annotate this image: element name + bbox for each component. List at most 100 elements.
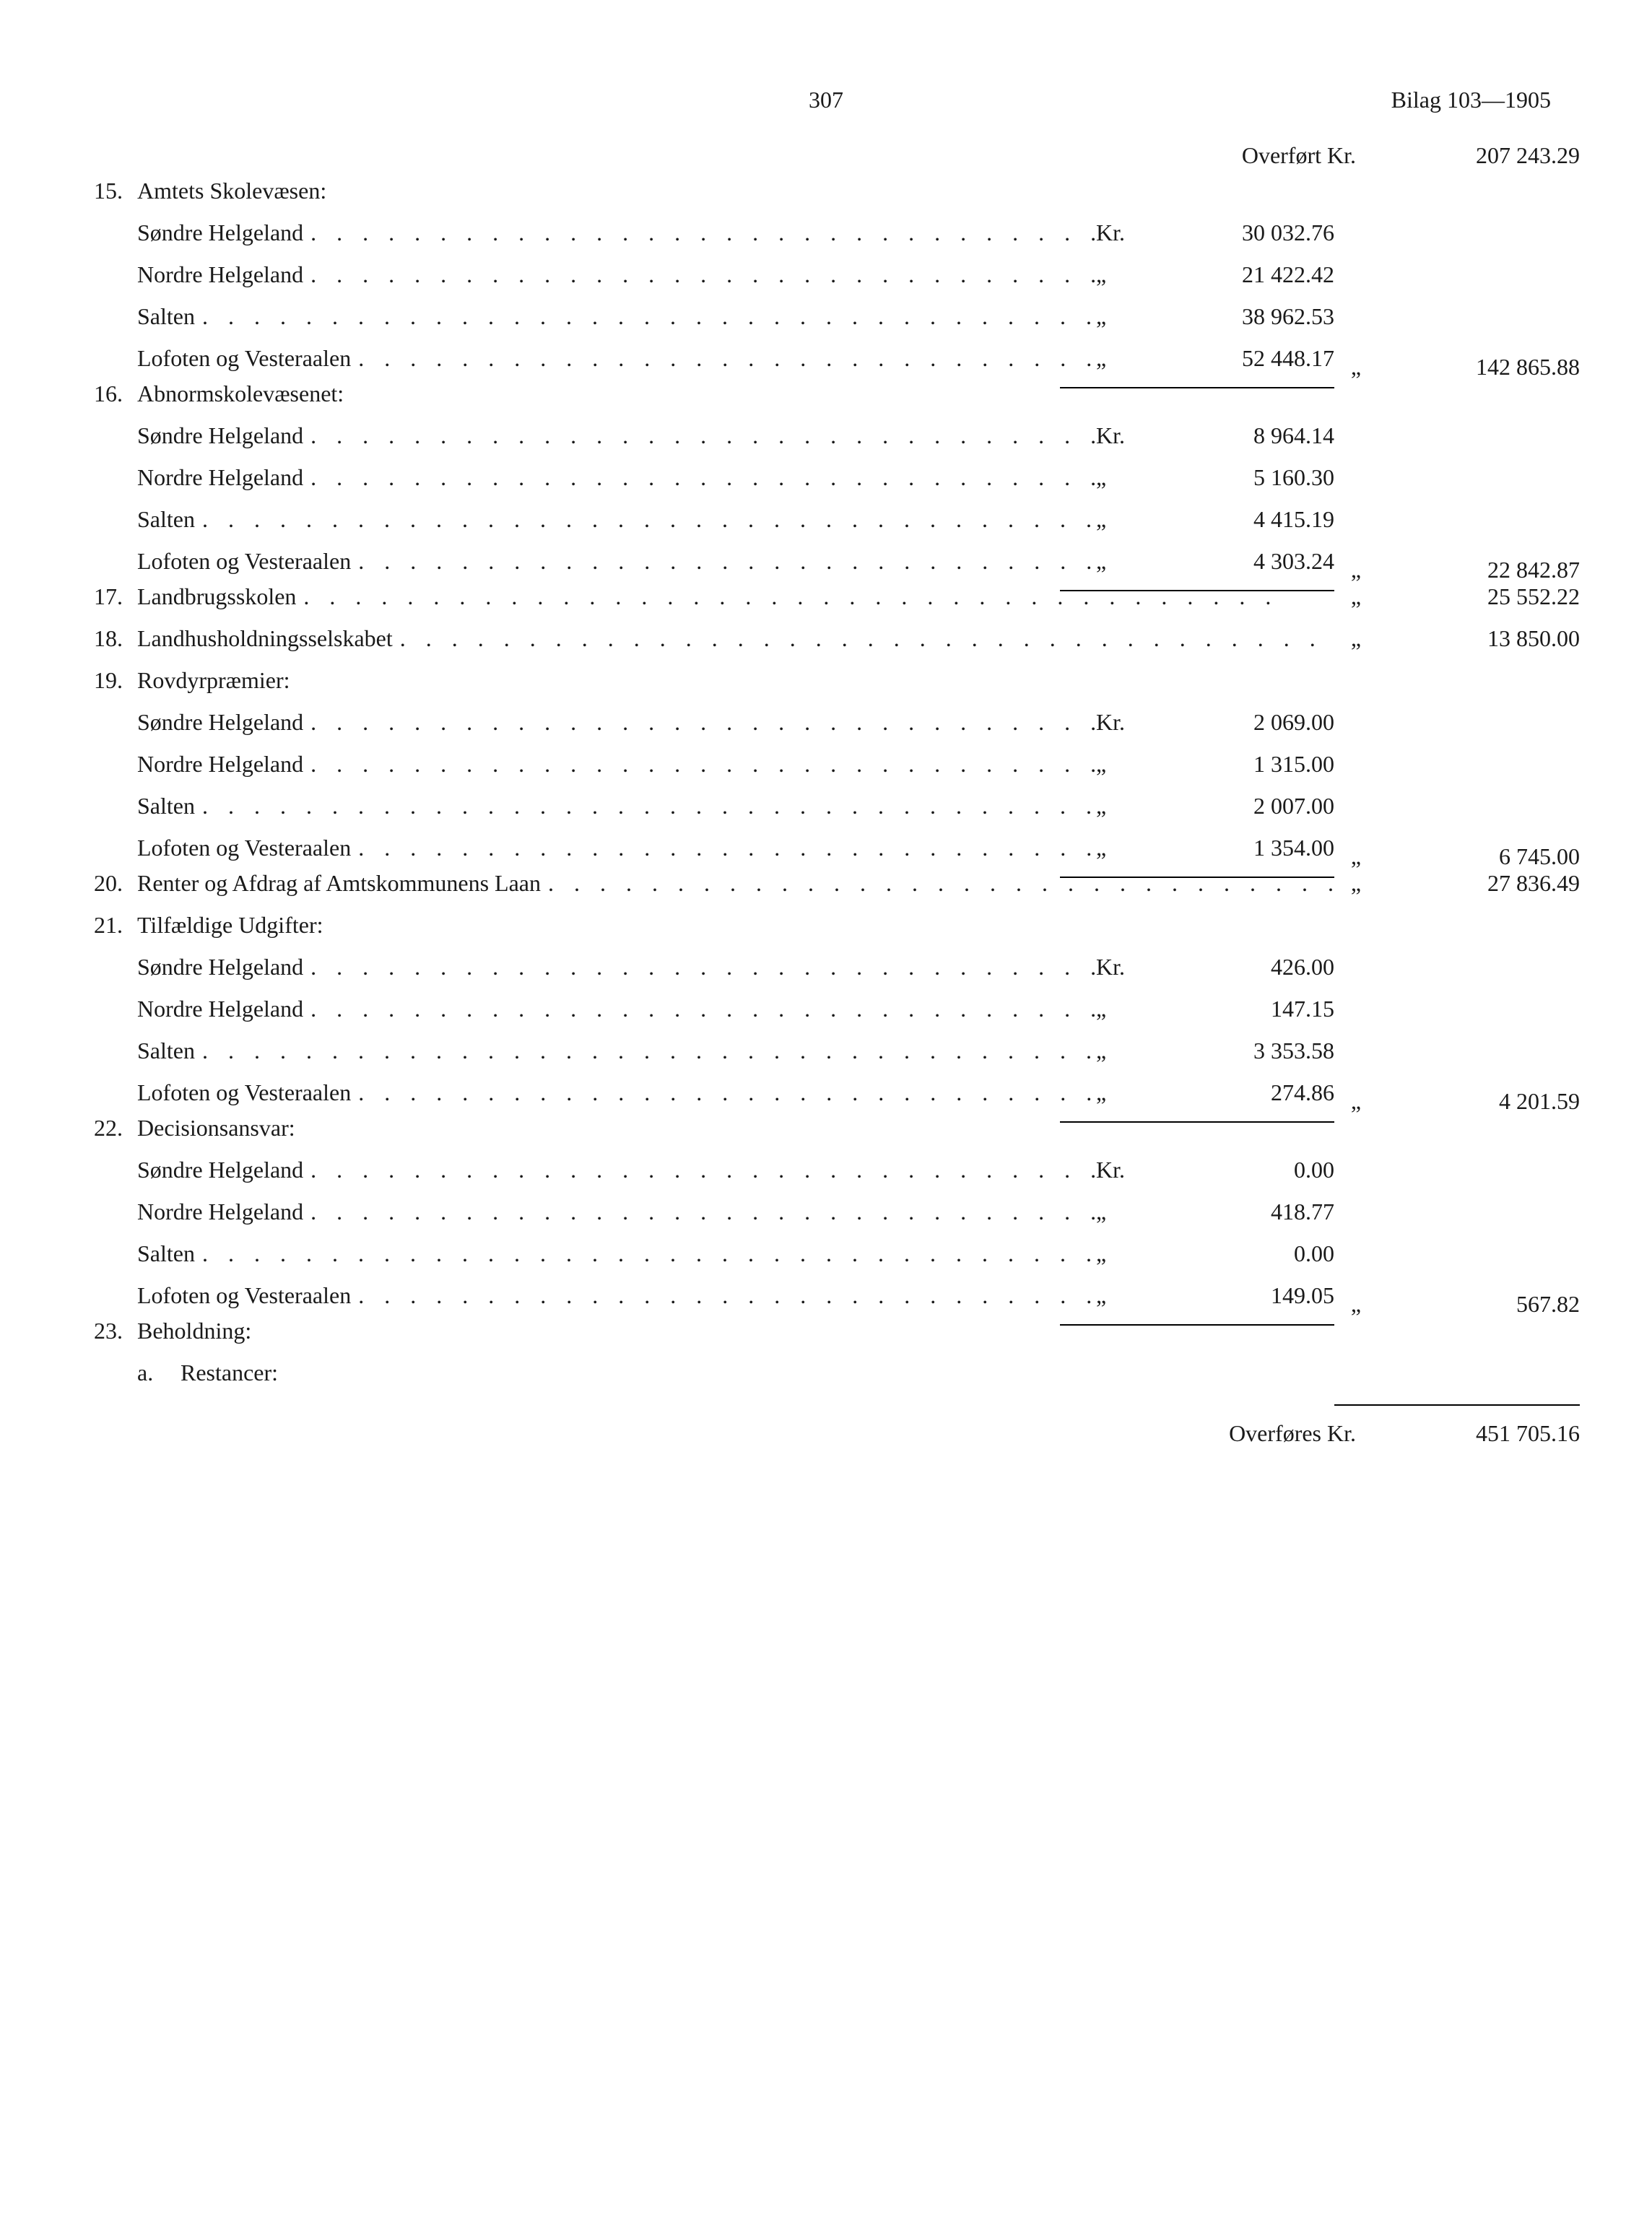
row-unit: Kr. [1096,422,1161,449]
overfores-row: Overføres Kr. 451 705.16 [72,1420,1580,1447]
overfort-value: 207 243.29 [1378,142,1580,169]
leader-dots: . . . . . . . . . . . . . . . . . . . . … [195,1240,1096,1267]
row-label: Nordre Helgeland [137,996,303,1022]
item-title: Landhusholdningsselskabet [137,625,393,652]
total-rule [1334,1404,1580,1406]
row-unit: „ [1096,1038,1161,1064]
section-16-header: 16. Abnormskolevæsenet: [72,380,1580,419]
row-value: 4 303.24 [1161,548,1334,575]
leader-dots: . . . . . . . . . . . . . . . . . . . . … [303,709,1096,736]
row-label: Søndre Helgeland [137,954,303,980]
row-label: Lofoten og Vesteraalen [137,548,351,575]
row-value: 1 354.00 [1161,835,1334,861]
row-unit: „ [1096,303,1161,330]
row-value: 30 032.76 [1161,219,1334,246]
row-value: 3 353.58 [1161,1038,1334,1064]
section-20: 20. Renter og Afdrag af Amtskommunens La… [72,870,1580,909]
item-number: 18. [72,625,137,652]
row-unit: Kr. [1096,954,1161,980]
leader-dots: . . . . . . . . . . . . . . . . . . . . … [303,1157,1096,1183]
leader-dots: . . . . . . . . . . . . . . . . . . . . … [303,464,1096,491]
item-title: Decisionsansvar: [137,1115,295,1141]
section-17: 17. Landbrugsskolen . . . . . . . . . . … [72,583,1580,622]
row-value: 21 422.42 [1161,261,1334,288]
leader-dots: . . . . . . . . . . . . . . . . . . . . … [296,583,1334,610]
row-unit: „ [1096,345,1161,372]
item-value: 27 836.49 [1378,870,1580,897]
ditto-mark: „ [1334,843,1378,870]
ditto-mark: „ [1334,625,1378,652]
leader-dots: . . . . . . . . . . . . . . . . . . . . … [393,625,1334,652]
subtotal-value: 142 865.88 [1378,354,1580,380]
ledger-row: Søndre Helgeland . . . . . . . . . . . .… [72,954,1580,993]
leader-dots: . . . . . . . . . . . . . . . . . . . . … [195,1038,1096,1064]
row-label: Salten [137,1240,195,1267]
leader-dots: . . . . . . . . . . . . . . . . . . . . … [195,793,1096,819]
leader-dots: . . . . . . . . . . . . . . . . . . . . … [195,506,1096,533]
item-number: 17. [72,583,137,610]
section-18: 18. Landhusholdningsselskabet . . . . . … [72,625,1580,664]
row-value: 4 415.19 [1161,506,1334,533]
row-unit: „ [1096,835,1161,861]
leader-dots: . . . . . . . . . . . . . . . . . . . . … [303,261,1096,288]
section-19-header: 19. Rovdyrpræmier: [72,667,1580,706]
row-label: Salten [137,1038,195,1064]
ledger-row: Søndre Helgeland . . . . . . . . . . . .… [72,422,1580,461]
ditto-mark: „ [1334,583,1378,610]
ledger-row: Salten . . . . . . . . . . . . . . . . .… [72,303,1580,342]
item-number: 19. [72,667,137,694]
sub-letter: a. [137,1360,181,1386]
row-value: 5 160.30 [1161,464,1334,491]
ditto-mark: „ [1334,1088,1378,1115]
leader-dots: . . . . . . . . . . . . . . . . . . . . … [195,303,1096,330]
row-value: 274.86 [1161,1079,1334,1106]
section-22-header: 22. Decisionsansvar: [72,1115,1580,1154]
section-21-header: 21. Tilfældige Udgifter: [72,912,1580,951]
row-value: 147.15 [1161,996,1334,1022]
row-value: 8 964.14 [1161,422,1334,449]
row-unit: „ [1096,1079,1161,1106]
ledger-row: Salten . . . . . . . . . . . . . . . . .… [72,793,1580,832]
row-value: 2 007.00 [1161,793,1334,819]
ledger-row: Søndre Helgeland . . . . . . . . . . . .… [72,219,1580,258]
ditto-mark: „ [1334,557,1378,583]
ditto-mark: „ [1334,1291,1378,1318]
row-label: Søndre Helgeland [137,1157,303,1183]
row-value: 1 315.00 [1161,751,1334,778]
item-title: Tilfældige Udgifter: [137,912,323,939]
ledger-row: Nordre Helgeland . . . . . . . . . . . .… [72,1199,1580,1238]
row-label: Nordre Helgeland [137,464,303,491]
row-label: Salten [137,303,195,330]
leader-dots: . . . . . . . . . . . . . . . . . . . . … [351,345,1096,372]
overfort-row: Overført Kr. 207 243.29 [72,142,1580,169]
ledger-row: Nordre Helgeland . . . . . . . . . . . .… [72,464,1580,503]
row-value: 149.05 [1161,1282,1334,1309]
ledger-row: Nordre Helgeland . . . . . . . . . . . .… [72,996,1580,1035]
item-title: Abnormskolevæsenet: [137,380,344,407]
item-number: 21. [72,912,137,939]
row-unit: „ [1096,506,1161,533]
leader-dots: . . . . . . . . . . . . . . . . . . . . … [303,954,1096,980]
item-title: Amtets Skolevæsen: [137,178,326,204]
item-number: 20. [72,870,137,897]
ditto-mark: „ [1334,870,1378,897]
row-label: Salten [137,793,195,819]
row-value: 52 448.17 [1161,345,1334,372]
ledger-row: Søndre Helgeland . . . . . . . . . . . .… [72,1157,1580,1196]
leader-dots: . . . . . . . . . . . . . . . . . . . . … [541,870,1334,897]
row-unit: „ [1096,793,1161,819]
ledger-row: Nordre Helgeland . . . . . . . . . . . .… [72,751,1580,790]
ledger-page: 307 Bilag 103—1905 Overført Kr. 207 243.… [72,87,1580,1447]
leader-dots: . . . . . . . . . . . . . . . . . . . . … [303,1199,1096,1225]
leader-dots: . . . . . . . . . . . . . . . . . . . . … [351,1079,1096,1106]
row-value: 426.00 [1161,954,1334,980]
row-label: Lofoten og Vesteraalen [137,1282,351,1309]
overfores-label: Overføres Kr. [1229,1420,1378,1447]
row-unit: „ [1096,548,1161,575]
item-number: 15. [72,178,137,204]
row-label: Søndre Helgeland [137,422,303,449]
section-23-sub-a: a. Restancer: [72,1360,1580,1399]
row-label: Salten [137,506,195,533]
row-label: Nordre Helgeland [137,751,303,778]
row-value: 38 962.53 [1161,303,1334,330]
